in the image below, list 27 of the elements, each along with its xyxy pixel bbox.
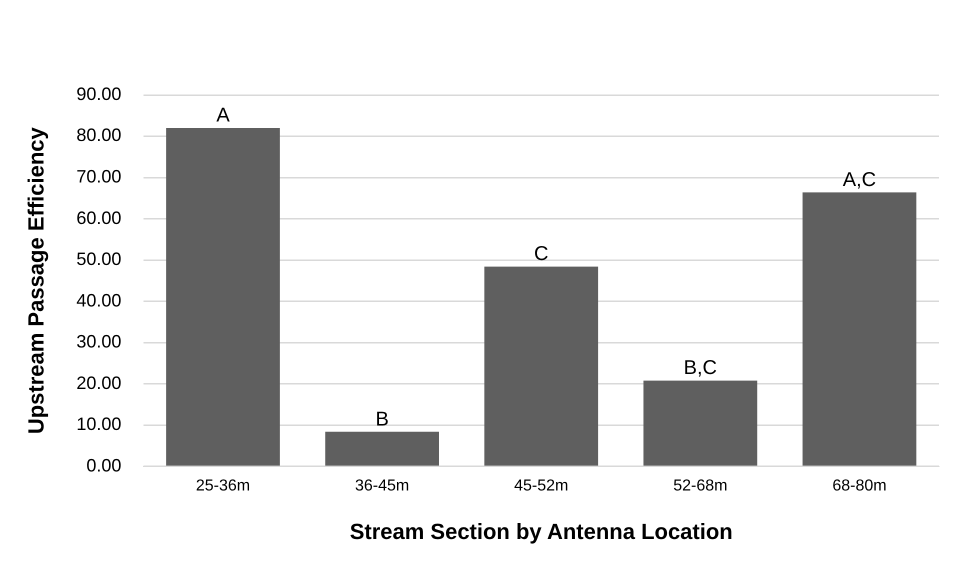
bar bbox=[643, 380, 758, 466]
x-axis-title: Stream Section by Antenna Location bbox=[350, 518, 733, 544]
y-tick-label: 50.00 bbox=[76, 249, 122, 270]
annotation: B,C bbox=[684, 357, 718, 380]
y-tick-label: 40.00 bbox=[76, 290, 122, 310]
x-tick-label: 36-45m bbox=[354, 477, 410, 494]
bar bbox=[802, 192, 916, 466]
y-axis-title: Upstream Passage Efficiency bbox=[23, 126, 48, 434]
bar bbox=[325, 432, 439, 466]
x-tick-label: 68-80m bbox=[832, 477, 887, 494]
annotation: A,C bbox=[842, 168, 876, 191]
y-tick-label: 10.00 bbox=[76, 414, 122, 434]
annotation: C bbox=[534, 243, 548, 266]
x-tick-label: 25-36m bbox=[196, 477, 250, 494]
y-tick-label: 70.00 bbox=[76, 166, 122, 186]
annotation: A bbox=[216, 104, 230, 127]
bar bbox=[484, 266, 598, 466]
y-tick-label: 0.00 bbox=[86, 455, 122, 476]
x-tick-label: 52-68m bbox=[673, 477, 728, 494]
y-tick-label: 80.00 bbox=[76, 125, 122, 146]
y-tick-label: 20.00 bbox=[76, 372, 122, 393]
y-tick-label: 90.00 bbox=[76, 84, 122, 104]
annotation: B bbox=[375, 408, 389, 430]
y-tick-label: 30.00 bbox=[76, 332, 122, 352]
y-tick-label: 60.00 bbox=[76, 208, 122, 228]
bar bbox=[166, 128, 280, 466]
x-tick-label: 45-52m bbox=[514, 477, 568, 494]
